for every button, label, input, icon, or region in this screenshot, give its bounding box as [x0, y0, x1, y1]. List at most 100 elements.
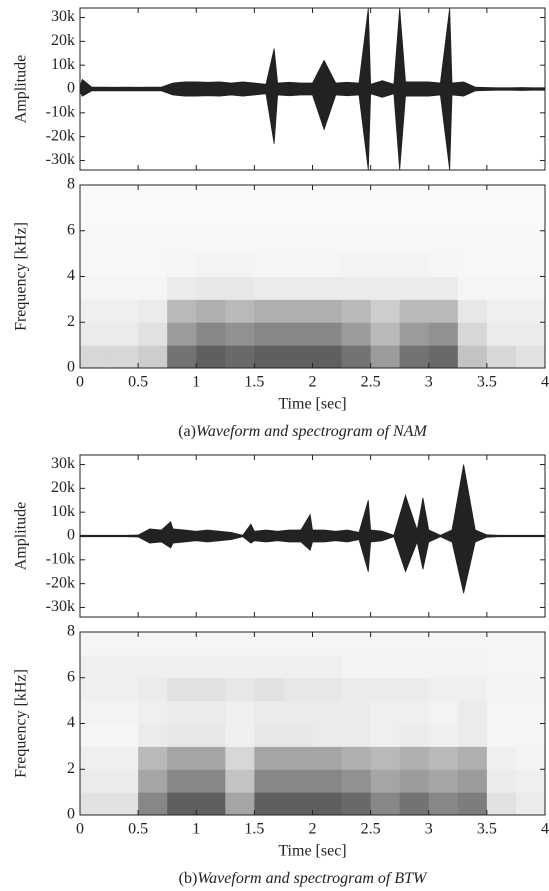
spectrogram-cell — [457, 276, 488, 300]
y-tick-label: 4 — [67, 714, 75, 731]
spectrogram-cell — [80, 299, 110, 323]
spectrogram-cell — [428, 746, 459, 770]
spectrogram-cell — [428, 299, 459, 323]
spectrogram-cell — [225, 723, 255, 747]
spectrogram-cell — [283, 230, 313, 255]
spectrogram-cell — [196, 746, 226, 770]
spectrogram-cell — [515, 276, 546, 300]
spectrogram-cell — [109, 723, 139, 747]
spectrogram-cell — [138, 723, 168, 747]
spectrogram-cell — [486, 207, 517, 232]
spectrogram-cell — [486, 276, 517, 300]
spectrogram-cell — [254, 654, 284, 679]
spectrogram-cell — [196, 677, 226, 702]
y-axis-label: Amplitude — [13, 55, 30, 123]
spectrogram-cell — [254, 299, 284, 323]
spectrogram-cell — [515, 185, 546, 209]
y-tick-label: 10k — [51, 56, 75, 73]
spectrogram-cell — [167, 230, 197, 255]
spectrogram-cell — [457, 723, 488, 747]
spectrogram-cell — [457, 632, 488, 656]
y-tick-label: 20k — [51, 479, 75, 496]
caption-label: (b) — [179, 870, 198, 887]
spectrogram-cell — [515, 746, 546, 770]
spectrogram-cell — [167, 632, 197, 656]
spectrogram-cell — [457, 746, 488, 770]
spectrogram-cell — [312, 677, 343, 702]
y-axis-label: Amplitude — [13, 502, 30, 570]
spectrogram-cell — [312, 345, 343, 369]
x-tick-label: 1.5 — [244, 821, 264, 838]
y-tick-label: 6 — [67, 221, 75, 238]
spectrogram-cell — [167, 769, 197, 793]
caption-label: (a) — [178, 423, 196, 440]
spectrogram-cell — [399, 654, 430, 679]
spectrogram-cell — [399, 207, 430, 232]
spectrogram-cell — [486, 632, 517, 656]
spectrogram-cell — [283, 253, 313, 277]
spectrogram-cell — [283, 299, 313, 323]
spectrogram-cell — [341, 654, 372, 679]
y-tick-label: 0 — [67, 359, 75, 376]
spectrogram-cell — [428, 792, 459, 816]
spectrogram-cell — [80, 677, 110, 702]
spectrogram-cell — [341, 746, 372, 770]
spectrogram-cell — [341, 276, 372, 300]
spectrogram-cell — [225, 632, 255, 656]
x-tick-label: 0 — [76, 821, 84, 838]
spectrogram-cell — [80, 345, 110, 369]
spectrogram-cell — [254, 253, 284, 277]
spectrogram-cell — [167, 792, 197, 816]
spectrogram-cell — [225, 792, 255, 816]
y-tick-label: 2 — [67, 313, 75, 330]
spectrogram-cell — [312, 792, 343, 816]
spectrogram-cell — [80, 185, 110, 209]
waveform-envelope — [79, 535, 546, 594]
y-tick-label: -30k — [46, 598, 75, 615]
spectrogram-cell — [196, 700, 226, 724]
spectrogram-cell — [167, 299, 197, 323]
spectrogram-cell — [254, 632, 284, 656]
spectrogram-cell — [312, 654, 343, 679]
spectrogram-cell — [196, 299, 226, 323]
x-tick-label: 2.5 — [361, 821, 381, 838]
spectrogram-cell — [399, 276, 430, 300]
spectrogram-cell — [515, 792, 546, 816]
spectrogram-cell — [312, 253, 343, 277]
spectrogram-cell — [254, 700, 284, 724]
spectrogram-cell — [428, 276, 459, 300]
x-tick-label: 2 — [309, 374, 317, 391]
spectrogram-cell — [167, 322, 197, 346]
spectrogram-cell — [283, 746, 313, 770]
spectrogram-cell — [283, 677, 313, 702]
spectrogram-cell — [225, 230, 255, 255]
spectrogram-cell — [109, 769, 139, 793]
spectrogram-cell — [254, 276, 284, 300]
spectrogram-cell — [457, 253, 488, 277]
spectrogram-cell — [515, 345, 546, 369]
spectrogram-cell — [457, 207, 488, 232]
spectrogram-cell — [80, 654, 110, 679]
spectrogram-cell — [399, 299, 430, 323]
spectrogram-cell — [80, 723, 110, 747]
spectrogram-cell — [283, 322, 313, 346]
spectrogram-cell — [341, 299, 372, 323]
spectrogram-cell — [138, 792, 168, 816]
spectrogram-cell — [515, 769, 546, 793]
spectrogram-cell — [457, 299, 488, 323]
spectrogram-cell — [283, 632, 313, 656]
spectrogram-cell — [486, 345, 517, 369]
spectrogram-cell — [225, 207, 255, 232]
spectrogram-cell — [428, 700, 459, 724]
spectrogram-cell — [283, 769, 313, 793]
spectrogram-cell — [515, 654, 546, 679]
x-tick-label: 1.5 — [244, 374, 264, 391]
spectrogram-cell — [283, 700, 313, 724]
spectrogram-cell — [399, 230, 430, 255]
x-tick-label: 4 — [541, 821, 549, 838]
caption: (b)Waveform and spectrogram of BTW — [179, 870, 428, 887]
spectrogram-cell — [457, 185, 488, 209]
y-tick-label: 2 — [67, 760, 75, 777]
spectrogram-cell — [312, 276, 343, 300]
spectrogram-cell — [486, 299, 517, 323]
